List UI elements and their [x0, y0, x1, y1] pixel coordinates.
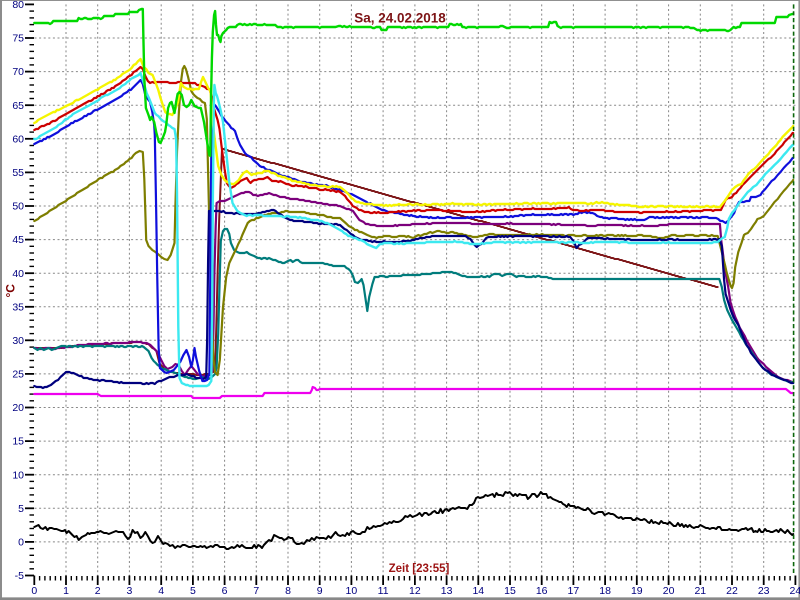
svg-text:5: 5 [190, 585, 196, 597]
svg-text:5: 5 [18, 503, 24, 515]
svg-text:0: 0 [31, 585, 37, 597]
svg-text:21: 21 [694, 585, 706, 597]
svg-text:9: 9 [317, 585, 323, 597]
svg-text:50: 50 [12, 201, 24, 213]
svg-text:23: 23 [758, 585, 770, 597]
svg-text:10: 10 [346, 585, 358, 597]
svg-text:°C: °C [4, 284, 18, 298]
svg-text:45: 45 [12, 234, 24, 246]
svg-text:30: 30 [12, 335, 24, 347]
svg-text:10: 10 [12, 469, 24, 481]
svg-text:17: 17 [568, 585, 580, 597]
svg-text:65: 65 [12, 100, 24, 112]
svg-text:4: 4 [158, 585, 164, 597]
svg-text:75: 75 [12, 33, 24, 45]
svg-text:60: 60 [12, 133, 24, 145]
svg-text:12: 12 [409, 585, 421, 597]
svg-text:7: 7 [253, 585, 259, 597]
svg-text:19: 19 [631, 585, 643, 597]
svg-text:14: 14 [472, 585, 484, 597]
svg-text:1: 1 [63, 585, 69, 597]
svg-text:13: 13 [441, 585, 453, 597]
svg-text:20: 20 [663, 585, 675, 597]
svg-text:16: 16 [536, 585, 548, 597]
svg-text:0: 0 [18, 537, 24, 549]
svg-text:22: 22 [726, 585, 738, 597]
svg-text:80: 80 [12, 0, 24, 11]
svg-text:25: 25 [12, 369, 24, 381]
svg-text:70: 70 [12, 66, 24, 78]
svg-text:15: 15 [12, 436, 24, 448]
svg-text:55: 55 [12, 167, 24, 179]
svg-text:24: 24 [790, 585, 800, 597]
svg-text:11: 11 [378, 585, 389, 597]
svg-text:40: 40 [12, 268, 24, 280]
svg-text:Sa, 24.02.2018: Sa, 24.02.2018 [354, 11, 446, 26]
svg-text:35: 35 [12, 301, 24, 313]
svg-text:6: 6 [222, 585, 228, 597]
svg-text:3: 3 [126, 585, 132, 597]
svg-text:15: 15 [504, 585, 516, 597]
svg-text:Zeit [23:55]: Zeit [23:55] [389, 563, 450, 575]
svg-text:20: 20 [12, 402, 24, 414]
svg-text:2: 2 [95, 585, 101, 597]
svg-text:-5: -5 [15, 570, 24, 582]
svg-text:8: 8 [285, 585, 291, 597]
svg-text:18: 18 [599, 585, 611, 597]
